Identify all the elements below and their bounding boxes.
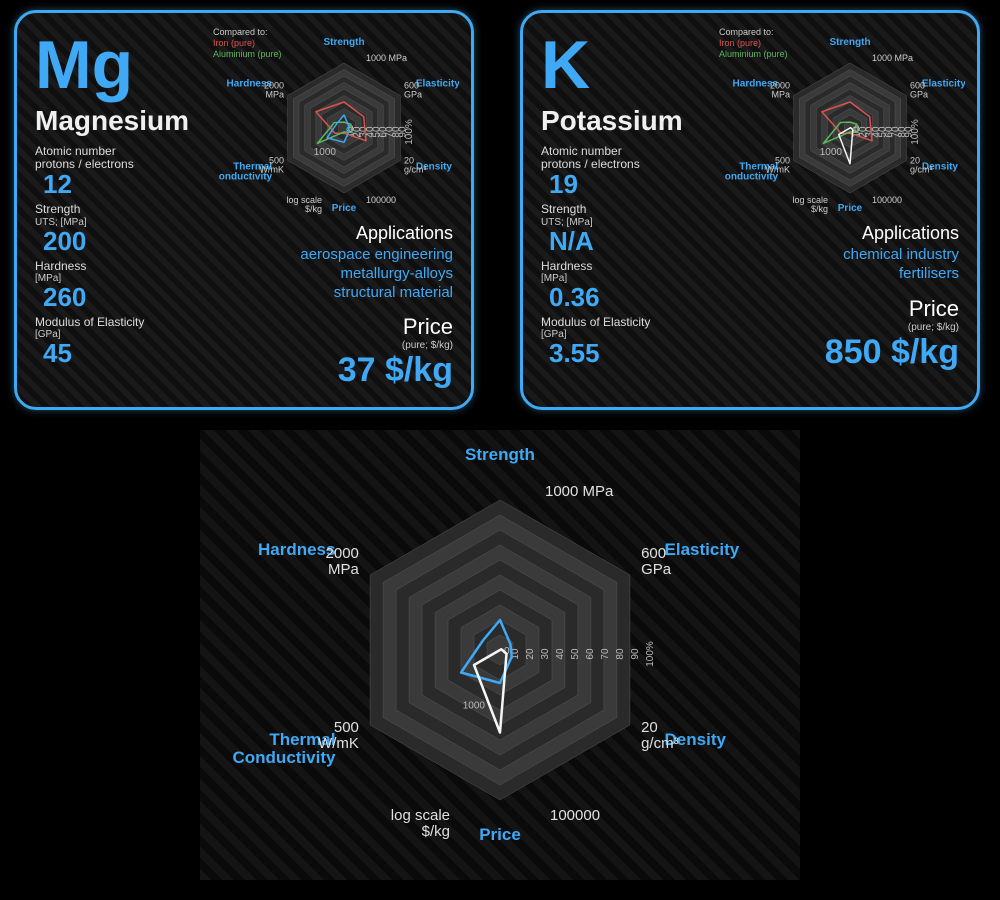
price-title: Price	[825, 296, 959, 322]
svg-text:80: 80	[615, 648, 626, 660]
svg-text:Price: Price	[838, 203, 863, 214]
svg-text:$/kg: $/kg	[305, 204, 322, 214]
element-card-k: K Potassium Atomic number protons / elec…	[520, 10, 980, 410]
svg-text:50: 50	[570, 648, 581, 660]
svg-text:g/cm³: g/cm³	[910, 165, 933, 175]
svg-text:1000 MPa: 1000 MPa	[545, 483, 614, 500]
svg-text:Elasticity: Elasticity	[665, 540, 740, 559]
price-sub: (pure; $/kg)	[300, 340, 453, 351]
svg-text:$/kg: $/kg	[422, 823, 450, 840]
svg-text:MPa: MPa	[265, 90, 284, 100]
svg-text:Elasticity: Elasticity	[922, 79, 965, 90]
mini-radar-chart-mg: 0102030405060708090100%Strength1000 MPaE…	[219, 23, 459, 223]
svg-text:Strength: Strength	[323, 37, 364, 48]
svg-text:70: 70	[600, 648, 611, 660]
svg-text:1000 MPa: 1000 MPa	[872, 53, 913, 63]
price-sub: (pure; $/kg)	[825, 322, 959, 333]
price-value: 850 $/kg	[825, 333, 959, 372]
price-value: 37 $/kg	[300, 351, 453, 390]
right-info-column: Applications chemical industry fertilise…	[825, 223, 959, 372]
svg-text:100%: 100%	[910, 119, 921, 145]
svg-text:$/kg: $/kg	[811, 204, 828, 214]
svg-text:20: 20	[641, 719, 658, 736]
svg-text:100%: 100%	[404, 119, 415, 145]
svg-text:g/cm³: g/cm³	[404, 165, 427, 175]
svg-text:Price: Price	[479, 825, 521, 844]
svg-text:Strength: Strength	[465, 445, 535, 464]
applications-title: Applications	[825, 223, 959, 244]
svg-text:g/cm³: g/cm³	[641, 735, 679, 752]
svg-text:40: 40	[555, 648, 566, 660]
svg-text:Strength: Strength	[829, 37, 870, 48]
svg-text:GPa: GPa	[910, 90, 928, 100]
svg-text:1000: 1000	[820, 147, 843, 158]
right-info-column: Applications aerospace engineering metal…	[300, 223, 453, 390]
svg-text:500: 500	[334, 719, 359, 736]
svg-text:W/mK: W/mK	[259, 165, 284, 175]
svg-text:W/mK: W/mK	[318, 735, 359, 752]
svg-text:20: 20	[525, 648, 536, 660]
applications-text: chemical industry fertilisers	[825, 246, 959, 284]
svg-text:GPa: GPa	[641, 561, 672, 578]
mini-radar-chart-k: 0102030405060708090100%Strength1000 MPaE…	[725, 23, 965, 223]
svg-text:100000: 100000	[550, 807, 600, 824]
svg-text:log scale: log scale	[391, 807, 450, 824]
svg-text:100000: 100000	[366, 195, 396, 205]
svg-text:90: 90	[630, 648, 641, 660]
svg-text:Hardness: Hardness	[258, 540, 335, 559]
svg-text:MPa: MPa	[771, 90, 790, 100]
element-card-mg: Mg Magnesium Atomic number protons / ele…	[14, 10, 474, 410]
comparison-radar-chart: 0102030405060708090100%Strength1000 MPaE…	[200, 430, 800, 880]
svg-text:30: 30	[540, 648, 551, 660]
svg-text:W/mK: W/mK	[765, 165, 790, 175]
applications-title: Applications	[300, 223, 453, 244]
svg-text:60: 60	[585, 648, 596, 660]
svg-text:1000: 1000	[314, 147, 337, 158]
price-title: Price	[300, 314, 453, 340]
svg-text:100000: 100000	[872, 195, 902, 205]
applications-text: aerospace engineering metallurgy-alloys …	[300, 246, 453, 302]
svg-text:1000 MPa: 1000 MPa	[366, 53, 407, 63]
svg-text:Price: Price	[332, 203, 357, 214]
svg-text:600: 600	[641, 545, 666, 562]
svg-text:2000: 2000	[326, 545, 359, 562]
svg-text:GPa: GPa	[404, 90, 422, 100]
svg-text:1000: 1000	[463, 701, 486, 712]
svg-text:MPa: MPa	[328, 561, 360, 578]
svg-text:Elasticity: Elasticity	[416, 79, 459, 90]
svg-text:100%: 100%	[645, 641, 656, 667]
